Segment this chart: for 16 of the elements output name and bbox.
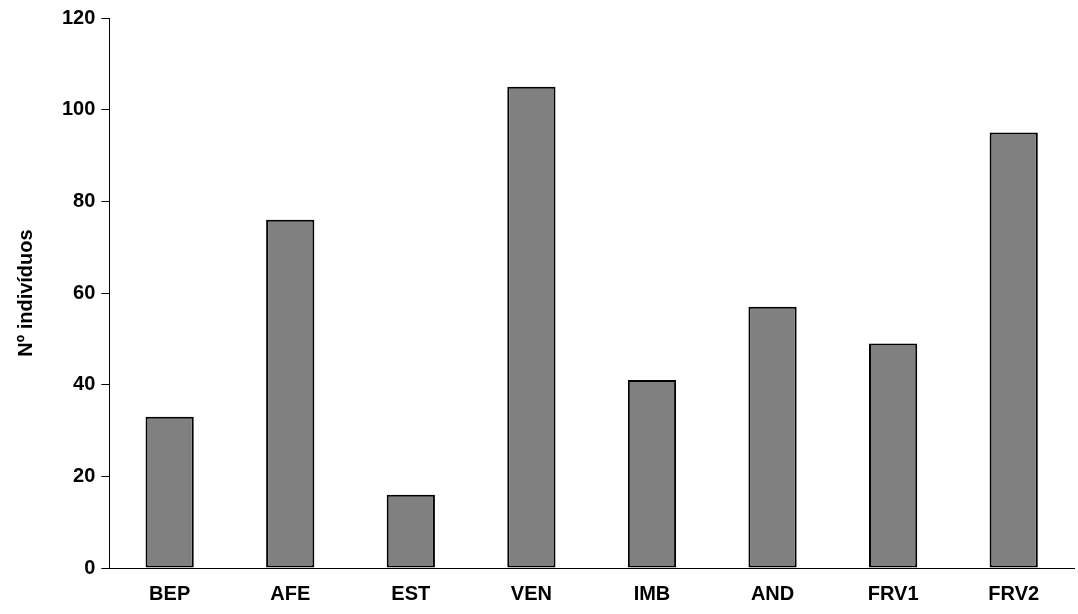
y-tick-label: 40	[73, 372, 96, 395]
x-tick-label: EST	[391, 581, 431, 604]
x-tick-label: VEN	[510, 581, 552, 604]
y-tick-label: 60	[73, 280, 96, 303]
y-tick-label: 20	[73, 463, 96, 486]
y-tick-label: 80	[73, 188, 96, 211]
y-tick-label: 100	[61, 97, 96, 120]
y-axis-title: Nº indivíduos	[13, 229, 36, 357]
x-tick-label: BEP	[149, 581, 191, 604]
x-tick-label: FRV2	[988, 581, 1040, 604]
x-tick-label: AFE	[270, 581, 311, 604]
y-tick-label: 120	[61, 5, 96, 28]
x-tick-label: IMB	[633, 581, 671, 604]
x-tick-label: FRV1	[867, 581, 919, 604]
y-tick-label: 0	[84, 555, 96, 578]
x-tick-label: AND	[750, 581, 795, 604]
